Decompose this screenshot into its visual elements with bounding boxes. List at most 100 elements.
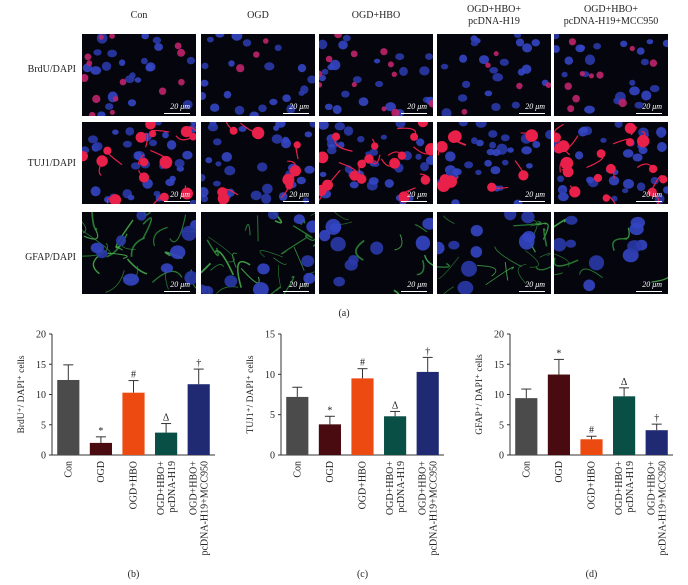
scale-bar-label: 20 μm <box>407 190 427 199</box>
scale-bar-label: 20 μm <box>407 102 427 111</box>
column-header-con: Con <box>130 10 148 21</box>
x-tick-label: OGD+HBO+pcDNA-H19 <box>385 461 407 515</box>
micrograph-gfap-4: 20 μm <box>437 212 551 294</box>
micrograph-brdu-3: 20 μm <box>319 34 433 116</box>
scale-bar <box>401 200 427 202</box>
bar <box>515 398 538 455</box>
scale-bar-label: 20 μm <box>289 190 309 199</box>
row-header-tuj1: TUJ1/DAPI <box>27 158 76 169</box>
y-tick-label: 0 <box>499 451 504 462</box>
scale-bar-label: 20 μm <box>642 280 662 289</box>
scale-bar <box>401 112 427 114</box>
scale-bar <box>636 112 662 114</box>
scale-bar <box>401 290 427 292</box>
micrograph-gfap-2: 20 μm <box>201 212 315 294</box>
scale-bar-label: 20 μm <box>525 190 545 199</box>
panel-a-label: (a) <box>338 308 350 319</box>
y-tick-label: 5 <box>270 410 275 421</box>
bar <box>318 424 341 455</box>
scale-bar <box>636 200 662 202</box>
micrograph-brdu-4: 20 μm <box>437 34 551 116</box>
scale-bar <box>519 290 545 292</box>
x-tick-label: OGD+HBO <box>587 461 598 509</box>
row-header-gfap: GFAP/DAPI <box>25 252 76 263</box>
x-tick-label: OGD <box>325 461 336 483</box>
significance-marker: # <box>360 358 365 369</box>
column-header-ogd-hbo: OGD+HBO <box>351 10 401 21</box>
scale-bar <box>283 290 309 292</box>
y-axis-label: GFAP⁺/ DAPI⁺ cells <box>475 354 485 435</box>
scale-bar-label: 20 μm <box>407 280 427 289</box>
bar-chart-gfap: GFAP⁺/ DAPI⁺ cells 0 5 10 15 20 Con * OGD # OGD+HB… <box>475 330 673 580</box>
x-tick-label: Con <box>521 461 532 478</box>
y-tick-label: 20 <box>494 330 504 341</box>
micrograph-brdu-1: 20 μm <box>82 34 196 116</box>
x-tick-label: OGD <box>554 461 565 483</box>
x-tick-label: Con <box>292 461 303 478</box>
micrograph-tuj1-4: 20 μm <box>437 122 551 204</box>
bar-chart-tuj1: TUJ1⁺/ DAPI⁺ cells 0 5 10 15 Con * OGD # OGD+HBO Δ… <box>246 330 444 580</box>
scale-bar-label: 20 μm <box>525 102 545 111</box>
x-tick-label: OGD+HBO+pcDNA-H19 <box>156 461 178 515</box>
row-header-brdu: BrdU/DAPI <box>27 64 76 75</box>
micrograph-gfap-3: 20 μm <box>319 212 433 294</box>
significance-marker: † <box>654 413 659 424</box>
y-tick-label: 0 <box>41 451 46 462</box>
bar <box>351 378 374 455</box>
bar <box>580 439 603 455</box>
significance-marker: * <box>556 348 561 359</box>
significance-marker: Δ <box>621 377 628 388</box>
x-tick-label: OGD+HBO <box>129 461 140 509</box>
bar <box>122 392 145 455</box>
scale-bar <box>519 112 545 114</box>
y-tick-label: 10 <box>494 390 504 401</box>
x-tick-label: OGD+HBO+pcDNA-H19 <box>614 461 636 515</box>
y-tick-label: 10 <box>265 370 275 381</box>
bar <box>384 416 407 455</box>
scale-bar <box>283 200 309 202</box>
scale-bar-label: 20 μm <box>170 280 190 289</box>
column-header-ogd: OGD <box>247 10 269 21</box>
scale-bar <box>164 290 190 292</box>
micrograph-gfap-5: 20 μm <box>554 212 668 294</box>
bar <box>547 374 570 455</box>
bar <box>187 384 210 455</box>
x-tick-label: OGD+HBO+pcDNA-H19+MCC950 <box>647 461 669 556</box>
micrograph-tuj1-2: 20 μm <box>201 122 315 204</box>
bar <box>613 396 636 455</box>
bar <box>286 396 309 455</box>
x-tick-label: OGD+HBO <box>358 461 369 509</box>
scale-bar <box>164 200 190 202</box>
micrograph-brdu-2: 20 μm <box>201 34 315 116</box>
micrograph-tuj1-3: 20 μm <box>319 122 433 204</box>
significance-marker: † <box>425 346 430 357</box>
scale-bar <box>164 112 190 114</box>
y-tick-label: 10 <box>36 390 46 401</box>
y-tick-label: 20 <box>36 330 46 341</box>
significance-marker: Δ <box>392 400 399 411</box>
y-tick-label: 15 <box>494 360 504 371</box>
y-axis-label: TUJ1⁺/ DAPI⁺ cells <box>246 355 256 433</box>
panel-label: (c) <box>357 569 368 580</box>
significance-marker: * <box>98 426 103 437</box>
column-header-ogd-hbo-pcdna-h19-mcc950: OGD+HBO+ pcDNA-H19+MCC950 <box>563 4 659 27</box>
bar-chart-brdu: BrdU⁺/ DAPI⁺ cells 0 5 10 15 20 Con * OGD # OGD+HB… <box>17 330 215 580</box>
panel-label: (b) <box>128 569 140 580</box>
bar <box>416 371 439 455</box>
micrograph-brdu-5: 20 μm <box>554 34 668 116</box>
significance-marker: # <box>131 370 136 381</box>
scale-bar <box>519 200 545 202</box>
bar <box>57 379 80 455</box>
micrograph-tuj1-1: 20 μm <box>82 122 196 204</box>
scale-bar-label: 20 μm <box>170 102 190 111</box>
x-tick-label: OGD <box>96 461 107 483</box>
scale-bar-label: 20 μm <box>525 280 545 289</box>
bar <box>645 430 668 455</box>
scale-bar-label: 20 μm <box>642 190 662 199</box>
significance-marker: † <box>196 358 201 369</box>
x-tick-label: Con <box>63 461 74 478</box>
y-axis-label: BrdU⁺/ DAPI⁺ cells <box>17 355 27 433</box>
column-header-ogd-hbo-pcdna-h19: OGD+HBO+ pcDNA-H19 <box>466 4 522 27</box>
x-tick-label: OGD+HBO+pcDNA-H19+MCC950 <box>189 461 211 556</box>
y-tick-label: 15 <box>36 360 46 371</box>
